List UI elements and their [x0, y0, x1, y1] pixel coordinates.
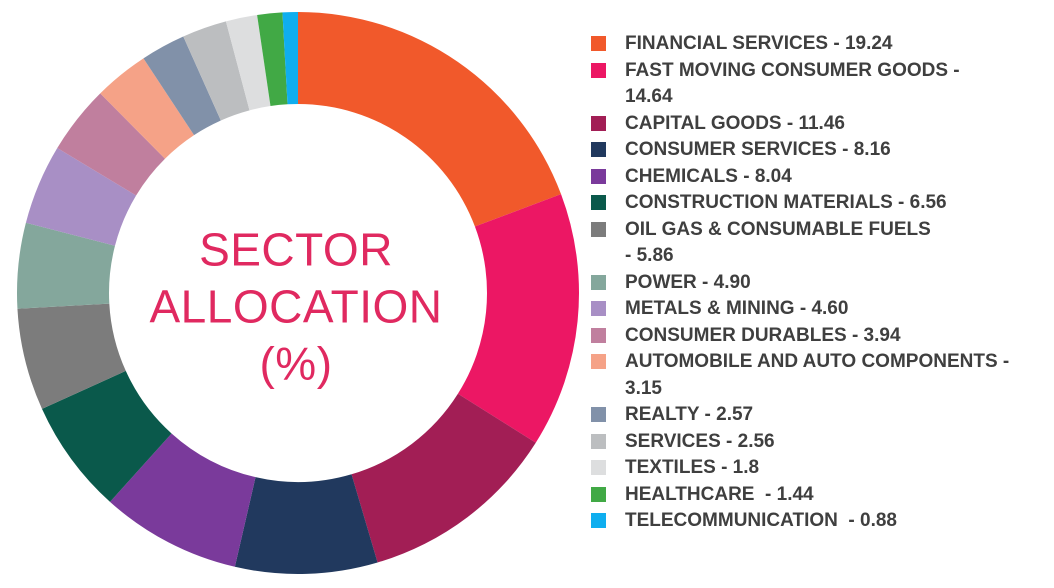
legend-item: CONSUMER DURABLES - 3.94	[591, 323, 1021, 350]
legend-label: AUTOMOBILE AND AUTO COMPONENTS - 3.15	[625, 351, 1010, 399]
legend-item: TELECOMMUNICATION - 0.88	[591, 508, 1021, 535]
donut-chart: SECTOR ALLOCATION (%)	[16, 11, 580, 574]
legend-label: CHEMICALS - 8.04	[625, 165, 792, 187]
legend-item: TEXTILES - 1.8	[591, 455, 1021, 482]
chart-legend: FINANCIAL SERVICES - 19.24 FAST MOVING CO…	[591, 31, 1021, 535]
legend-item: CAPITAL GOODS - 11.46	[591, 111, 1021, 138]
legend-label: CONSUMER DURABLES - 3.94	[625, 324, 901, 346]
legend-item: CONSUMER SERVICES - 8.16	[591, 137, 1021, 164]
legend-label: CONSTRUCTION MATERIALS - 6.56	[625, 192, 947, 213]
legend-item: FAST MOVING CONSUMER GOODS - 14.64	[591, 58, 1021, 111]
legend-swatch	[591, 221, 606, 237]
legend-swatch	[591, 168, 606, 184]
legend-label: REALTY - 2.57	[625, 404, 754, 425]
legend-label: TELECOMMUNICATION - 0.88	[625, 510, 897, 531]
legend-label: METALS & MINING - 4.60	[625, 298, 849, 319]
legend-swatch	[591, 460, 606, 475]
legend-item: CONSTRUCTION MATERIALS - 6.56	[591, 190, 1021, 217]
donut-slice-financial-services	[298, 12, 562, 227]
donut-slice-fast-moving-consumer-goods	[457, 194, 580, 443]
chart-title-line-3: (%)	[259, 337, 333, 390]
legend-item: METALS & MINING - 4.60	[591, 296, 1021, 323]
legend-item: FINANCIAL SERVICES - 19.24	[591, 31, 1021, 58]
donut-slice-textiles	[225, 14, 271, 111]
legend-swatch	[591, 407, 606, 422]
legend-swatch	[591, 513, 606, 528]
legend-label: SERVICES - 2.56	[625, 430, 775, 452]
legend-swatch	[591, 115, 606, 131]
legend-item: SERVICES - 2.56	[591, 429, 1021, 456]
legend-item: HEALTHCARE - 1.44	[591, 482, 1021, 509]
legend-item: REALTY - 2.57	[591, 402, 1021, 429]
chart-title-line-2: ALLOCATION	[149, 280, 443, 333]
legend-item: AUTOMOBILE AND AUTO COMPONENTS - 3.15	[591, 349, 1021, 402]
donut-slice-healthcare	[257, 12, 288, 107]
legend-item: CHEMICALS - 8.04	[591, 164, 1021, 191]
chart-title: SECTOR ALLOCATION (%)	[150, 222, 443, 393]
legend-label: POWER - 4.90	[625, 271, 751, 293]
donut-slice-automobile-and-auto-components	[100, 58, 195, 159]
legend-swatch	[591, 354, 606, 369]
donut-slice-oil-gas-consumable-fuels	[17, 303, 126, 409]
legend-label: TEXTILES - 1.8	[625, 457, 760, 478]
donut-slice-telecommunication	[282, 11, 298, 105]
donut-slice-consumer-durables	[57, 93, 165, 196]
donut-slice-realty	[143, 36, 221, 136]
legend-swatch	[591, 274, 606, 290]
donut-slice-metals-mining	[25, 148, 137, 246]
legend-label: HEALTHCARE - 1.44	[625, 483, 814, 505]
legend-swatch	[591, 486, 606, 502]
legend-swatch	[591, 301, 606, 316]
legend-label: FAST MOVING CONSUMER GOODS - 14.64	[625, 59, 960, 108]
legend-label: CAPITAL GOODS - 11.46	[625, 112, 845, 134]
legend-swatch	[591, 433, 606, 449]
legend-label: FINANCIAL SERVICES - 19.24	[625, 33, 893, 54]
donut-ring	[16, 11, 580, 574]
donut-slice-construction-materials	[41, 370, 172, 502]
chart-title-line-1: SECTOR	[199, 223, 393, 276]
donut-slice-chemicals	[110, 433, 256, 567]
legend-swatch	[591, 195, 606, 210]
donut-slice-power	[16, 222, 115, 309]
legend-swatch	[591, 327, 606, 343]
legend-swatch	[591, 62, 606, 78]
legend-item: OIL GAS & CONSUMABLE FUELS - 5.86	[591, 217, 1021, 270]
donut-slice-capital-goods	[351, 393, 536, 563]
legend-swatch	[591, 36, 606, 51]
legend-label: OIL GAS & CONSUMABLE FUELS - 5.86	[625, 218, 931, 267]
donut-slice-consumer-services	[234, 474, 378, 574]
donut-slice-services	[183, 21, 250, 121]
legend-item: POWER - 4.90	[591, 270, 1021, 297]
legend-swatch	[591, 142, 606, 157]
legend-label: CONSUMER SERVICES - 8.16	[625, 139, 891, 160]
